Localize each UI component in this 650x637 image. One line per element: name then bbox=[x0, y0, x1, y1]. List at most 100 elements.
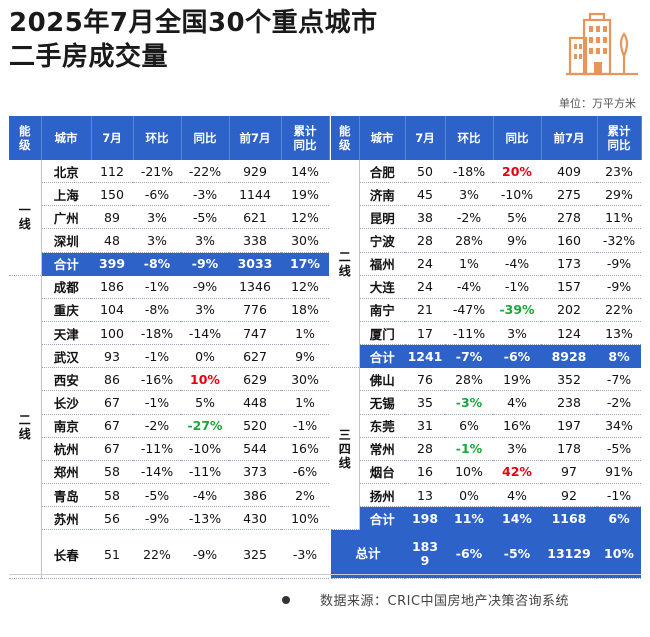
table-cell: 12% bbox=[281, 205, 329, 230]
city-name: 深圳 bbox=[41, 228, 91, 253]
table-cell: -1% bbox=[493, 275, 541, 299]
subtotal-row: 合计 399 -8% -9% 3033 17% bbox=[9, 252, 329, 276]
column-header: 7月 bbox=[91, 116, 134, 160]
table-cell: -1% bbox=[597, 483, 641, 508]
table-cell: 157 bbox=[541, 275, 597, 299]
table-cell: 28% bbox=[445, 367, 493, 392]
table-row: 三 四 线佛山 76 28% 19% 352 -7% bbox=[331, 367, 641, 531]
column-header: 城市 bbox=[41, 116, 92, 160]
table-cell: 3% bbox=[133, 205, 181, 230]
city-name: 成都 bbox=[41, 275, 91, 299]
table-cell: 9% bbox=[281, 344, 329, 369]
table-cell: 5% bbox=[181, 390, 229, 415]
subtotal-cell: 3033 bbox=[229, 252, 281, 276]
table-cell: -14% bbox=[133, 460, 181, 484]
table-row: 大连 24 -4% -1% 157 -9% bbox=[331, 275, 641, 299]
table-cell: 89 bbox=[91, 205, 133, 230]
table-cell: -8% bbox=[133, 298, 181, 322]
city-name: 佛山 bbox=[359, 367, 405, 392]
table-cell: 160 bbox=[541, 228, 597, 253]
table-row: 扬州 13 0% 4% 92 -1% bbox=[331, 483, 641, 508]
table-header-row: 能级城市 7月 环比 同比 前7月 累计 同比 bbox=[331, 116, 642, 160]
table-row: 一 线北京 112 -21% -22% 929 14% bbox=[9, 160, 329, 276]
table-row: 长春 51 22% -9% 325 -3% bbox=[9, 529, 329, 580]
table-cell: -4% bbox=[445, 275, 493, 299]
subtotal-label: 合计 bbox=[359, 506, 405, 531]
city-name: 厦门 bbox=[359, 321, 405, 346]
grand-total-cell: -5% bbox=[493, 529, 541, 580]
tier-label: 三 四 线 bbox=[331, 367, 360, 531]
table-cell: 544 bbox=[229, 437, 281, 461]
table-cell: 45 bbox=[405, 182, 445, 207]
table-cell: 4% bbox=[493, 390, 541, 415]
table-cell: 16% bbox=[281, 437, 329, 461]
column-header: 7月 bbox=[405, 116, 446, 160]
table-cell: -47% bbox=[445, 298, 493, 322]
table-cell: 5% bbox=[493, 205, 541, 230]
table-cell: 12% bbox=[281, 275, 329, 299]
table-cell: -4% bbox=[493, 252, 541, 276]
table-cell: 93 bbox=[91, 344, 133, 369]
title-line-2: 二手房成交量 bbox=[9, 42, 169, 72]
table-cell: 100 bbox=[91, 321, 133, 346]
table-cell: 112 bbox=[91, 160, 133, 184]
table-cell: 58 bbox=[91, 483, 133, 508]
table-cell: 91% bbox=[597, 460, 641, 484]
table-cell: 386 bbox=[229, 483, 281, 508]
table-cell: 238 bbox=[541, 390, 597, 415]
subtotal-cell: -9% bbox=[181, 252, 229, 276]
table-cell: 278 bbox=[541, 205, 597, 230]
table-cell: 10% bbox=[181, 367, 229, 392]
table-cell: -13% bbox=[181, 506, 229, 531]
table-cell: 1346 bbox=[229, 275, 281, 299]
table-cell: 67 bbox=[91, 437, 133, 461]
grand-total-row: 总计 183 9 -6% -5% 13129 10% bbox=[331, 529, 641, 580]
table-cell: 352 bbox=[541, 367, 597, 392]
table-cell: -9% bbox=[597, 252, 641, 276]
table-header-row: 能级城市 7月 环比 同比 前7月 累计 同比 bbox=[9, 116, 330, 160]
table-cell: 124 bbox=[541, 321, 597, 346]
table-cell: 42% bbox=[493, 460, 541, 484]
table-cell: -11% bbox=[445, 321, 493, 346]
grand-total-cell: -6% bbox=[445, 529, 493, 580]
table-cell: -1% bbox=[133, 344, 181, 369]
table-cell: 178 bbox=[541, 437, 597, 461]
left-table: 能级城市 7月 环比 同比 前7月 累计 同比 一 线北京 112 -21% -22% 929 14%… bbox=[9, 116, 330, 580]
table-row: 长沙 67 -1% 5% 448 1% bbox=[9, 390, 329, 415]
city-name: 南京 bbox=[41, 414, 91, 438]
table-row: 西安 86 -16% 10% 629 30% bbox=[9, 367, 329, 392]
table-cell: -14% bbox=[181, 321, 229, 346]
city-name: 扬州 bbox=[359, 483, 405, 508]
table-cell: 31 bbox=[405, 414, 445, 438]
table-cell: 97 bbox=[541, 460, 597, 484]
subtotal-cell: 8928 bbox=[541, 344, 597, 369]
table-cell: 28 bbox=[405, 437, 445, 461]
table-cell: -21% bbox=[133, 160, 181, 184]
table-cell: 13% bbox=[597, 321, 641, 346]
column-header: 累计 同比 bbox=[281, 116, 330, 160]
table-cell: -39% bbox=[493, 298, 541, 322]
table-cell: -2% bbox=[597, 390, 641, 415]
table-cell: 28% bbox=[445, 228, 493, 253]
table-cell: -27% bbox=[181, 414, 229, 438]
table-cell: -16% bbox=[133, 367, 181, 392]
table-cell: 325 bbox=[229, 529, 281, 580]
table-cell: -2% bbox=[445, 205, 493, 230]
table-cell: 6% bbox=[445, 414, 493, 438]
city-name: 西安 bbox=[41, 367, 91, 392]
table-cell: -11% bbox=[133, 437, 181, 461]
table-cell: -5% bbox=[133, 483, 181, 508]
city-name: 武汉 bbox=[41, 344, 91, 369]
subtotal-cell: 399 bbox=[91, 252, 133, 276]
table-cell: 621 bbox=[229, 205, 281, 230]
table-cell: 338 bbox=[229, 228, 281, 253]
table-cell: 3% bbox=[181, 298, 229, 322]
table-cell: -3% bbox=[281, 529, 329, 580]
table-cell: 28 bbox=[405, 228, 445, 253]
table-cell: 0% bbox=[445, 483, 493, 508]
table-cell: 3% bbox=[445, 182, 493, 207]
table-cell: -1% bbox=[445, 437, 493, 461]
subtotal-cell: -8% bbox=[133, 252, 181, 276]
table-cell: -9% bbox=[597, 275, 641, 299]
column-header: 累计 同比 bbox=[597, 116, 642, 160]
